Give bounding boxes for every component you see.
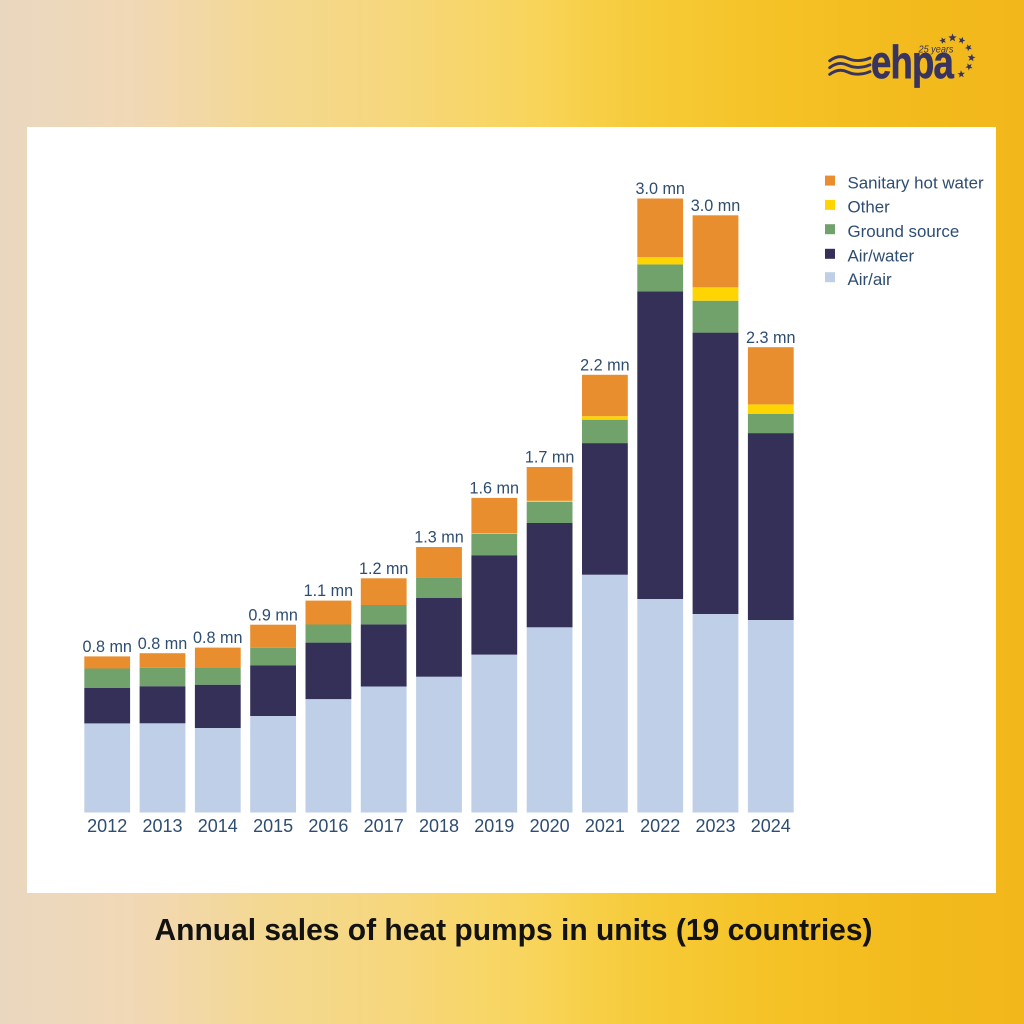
svg-text:Ground source: Ground source [848, 222, 960, 241]
svg-text:2016: 2016 [308, 816, 348, 836]
svg-text:Sanitary hot water: Sanitary hot water [848, 173, 985, 192]
svg-text:2024: 2024 [751, 816, 791, 836]
svg-text:Annual sales of heat pumps in: Annual sales of heat pumps in units (19 … [155, 913, 873, 947]
svg-text:2017: 2017 [364, 816, 404, 836]
svg-text:2022: 2022 [640, 816, 680, 836]
svg-text:2015: 2015 [253, 816, 293, 836]
svg-text:2020: 2020 [530, 816, 570, 836]
svg-text:ehpa: ehpa [871, 36, 954, 88]
svg-text:2023: 2023 [695, 816, 735, 836]
svg-text:2013: 2013 [142, 816, 182, 836]
svg-text:0.9 mn: 0.9 mn [248, 606, 298, 624]
svg-text:Air/water: Air/water [848, 247, 915, 266]
svg-text:2019: 2019 [474, 816, 514, 836]
svg-text:2021: 2021 [585, 816, 625, 836]
svg-text:0.8 mn: 0.8 mn [138, 635, 188, 653]
svg-text:1.1 mn: 1.1 mn [304, 582, 354, 600]
svg-text:2018: 2018 [419, 816, 459, 836]
svg-text:Air/air: Air/air [848, 270, 892, 289]
svg-text:Other: Other [848, 198, 891, 217]
svg-text:3.0 mn: 3.0 mn [635, 180, 685, 198]
svg-text:2012: 2012 [87, 816, 127, 836]
svg-text:2014: 2014 [198, 816, 238, 836]
svg-text:2.2 mn: 2.2 mn [580, 356, 630, 374]
svg-text:25 years: 25 years [918, 44, 955, 56]
svg-text:0.8 mn: 0.8 mn [82, 638, 132, 656]
svg-text:0.8 mn: 0.8 mn [193, 629, 243, 647]
svg-text:1.6 mn: 1.6 mn [470, 480, 520, 498]
svg-text:1.7 mn: 1.7 mn [525, 449, 575, 467]
svg-text:2.3 mn: 2.3 mn [746, 329, 796, 347]
svg-text:3.0 mn: 3.0 mn [691, 197, 741, 215]
svg-text:1.3 mn: 1.3 mn [414, 529, 464, 547]
svg-text:1.2 mn: 1.2 mn [359, 560, 409, 578]
